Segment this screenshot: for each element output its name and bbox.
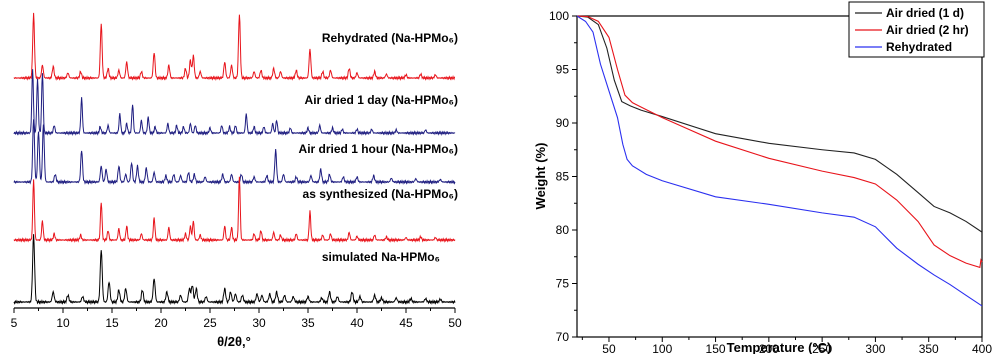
xrd-trace [13, 234, 456, 306]
xrd-x-tick-label: 10 [56, 316, 70, 330]
xrd-x-axis-title: θ/2θ,° [217, 334, 251, 349]
legend-label-air-dried-2hr: Air dried (2 hr) [886, 23, 969, 37]
tga-x-tick-label: 150 [706, 342, 726, 354]
xrd-x-tick-label: 50 [448, 316, 462, 330]
xrd-x-tick-label: 15 [105, 316, 119, 330]
trace-label-air-dried-1-hour: Air dried 1 hour (Na-HPMo₆) [299, 142, 458, 156]
tga-x-tick-label: 250 [812, 342, 832, 354]
xrd-x-tick-label: 40 [350, 316, 364, 330]
tga-y-tick-label: 85 [556, 170, 570, 184]
tga-legend: Air dried (1 d) Air dried (2 hr) Rehydra… [848, 1, 985, 58]
xrd-x-tick-label: 45 [399, 316, 413, 330]
legend-label-rehydrated: Rehydrated [886, 40, 952, 54]
xrd-x-tick-label: 25 [203, 316, 217, 330]
xrd-x-tick-label: 30 [252, 316, 266, 330]
xrd-trace [13, 176, 456, 243]
tga-y-tick-label: 100 [549, 9, 569, 23]
xrd-trace [13, 12, 456, 81]
tga-y-ticks: 70 75 80 85 90 95 100 [549, 9, 577, 344]
tga-x-tick-label: 100 [652, 342, 672, 354]
xrd-traces [13, 12, 456, 306]
tga-y-tick-label: 70 [556, 330, 570, 344]
legend-label-air-dried-1d: Air dried (1 d) [886, 6, 964, 20]
xrd-x-tick-label: 5 [11, 316, 18, 330]
xrd-x-tick-label: 35 [301, 316, 315, 330]
tga-y-tick-label: 90 [556, 116, 570, 130]
tga-x-ticks: 50 100 150 200 250 300 350 400 [581, 337, 992, 354]
tga-y-tick-label: 75 [556, 277, 570, 291]
tga-series [576, 15, 983, 307]
tga-series-line [576, 15, 983, 233]
tga-series-line [576, 15, 983, 307]
tga-y-tick-label: 80 [556, 223, 570, 237]
xrd-x-tick-label: 20 [154, 316, 168, 330]
xrd-x-ticks: 5 10 15 20 25 30 35 40 45 50 [11, 308, 462, 330]
tga-x-tick-label: 350 [919, 342, 939, 354]
tga-y-tick-label: 95 [556, 63, 570, 77]
xrd-trace-labels: Rehydrated (Na-HPMo₆) Air dried 1 day (N… [299, 31, 458, 264]
trace-label-rehydrated: Rehydrated (Na-HPMo₆) [322, 31, 458, 45]
tga-x-tick-label: 50 [602, 342, 616, 354]
trace-label-as-synthesized: as synthesized (Na-HPMo₆) [303, 187, 458, 201]
tga-y-axis-title: Weight (%) [533, 143, 548, 210]
tga-plot-frame [576, 15, 983, 338]
tga-chart: 50 100 150 200 250 300 350 400 707580859095100 … [533, 1, 992, 354]
tga-x-tick-label: 200 [759, 342, 779, 354]
xrd-chart: Rehydrated (Na-HPMo₆) Air dried 1 day (N… [11, 12, 462, 349]
tga-series-line [576, 15, 983, 269]
trace-label-simulated: simulated Na-HPMo₆ [322, 250, 440, 264]
tga-x-tick-label: 400 [972, 342, 992, 354]
xrd-trace [13, 69, 456, 136]
xrd-trace [13, 119, 456, 185]
tga-x-axis-title: Temperature (°C) [727, 340, 832, 354]
trace-label-air-dried-1-day: Air dried 1 day (Na-HPMo₆) [305, 93, 458, 107]
tga-x-tick-label: 300 [865, 342, 885, 354]
